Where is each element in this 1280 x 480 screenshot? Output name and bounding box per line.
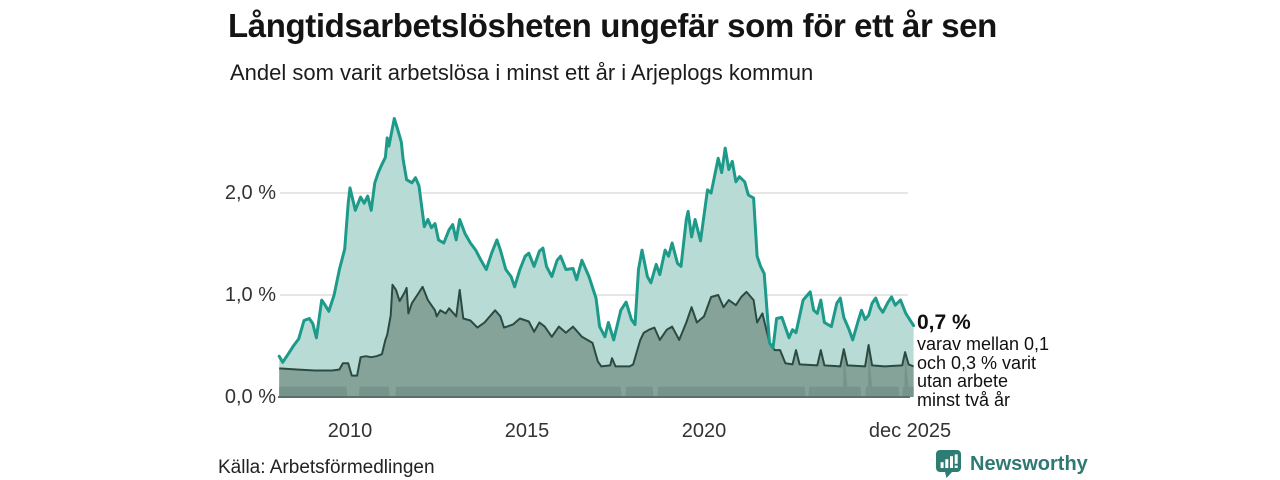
annotation-value: 0,7 % bbox=[917, 311, 971, 334]
newsworthy-logo-text: Newsworthy bbox=[970, 452, 1088, 475]
page-subtitle: Andel som varit arbetslösa i minst ett å… bbox=[230, 60, 814, 85]
line-unemployed-2yr-upper bbox=[279, 283, 914, 377]
source-label: Källa: Arbetsförmedlingen bbox=[218, 457, 435, 478]
x-axis-label-2015: 2015 bbox=[504, 420, 550, 442]
area-unemployed-2yr-lower bbox=[279, 345, 914, 397]
annotation-line-3: utan arbete bbox=[917, 371, 1009, 391]
newsworthy-logo: Newsworthy bbox=[936, 450, 1088, 478]
annotation-line-4: minst två år bbox=[917, 389, 1011, 410]
annotation-line-2: och 0,3 % varit bbox=[917, 352, 1037, 373]
x-axis-label-dec-2025: dec 2025 bbox=[868, 420, 952, 442]
y-axis-label-1pct: 1,0 % bbox=[224, 284, 276, 306]
end-annotation: 0,7 % varav mellan 0,1 och 0,3 % varit u… bbox=[917, 310, 1077, 409]
line-unemployed-1yr bbox=[277, 117, 916, 364]
x-axis-label-2010: 2010 bbox=[327, 420, 373, 442]
page-title: Långtidsarbetslösheten ungefär som för e… bbox=[228, 7, 997, 44]
newsworthy-bar-chart-bubble-icon bbox=[936, 450, 961, 478]
y-axis-label-2pct: 2,0 % bbox=[224, 182, 276, 204]
annotation-line-1: varav mellan 0,1 bbox=[917, 334, 1050, 354]
x-axis-label-2020: 2020 bbox=[681, 420, 727, 442]
y-axis-label-0pct: 0,0 % bbox=[224, 386, 276, 408]
